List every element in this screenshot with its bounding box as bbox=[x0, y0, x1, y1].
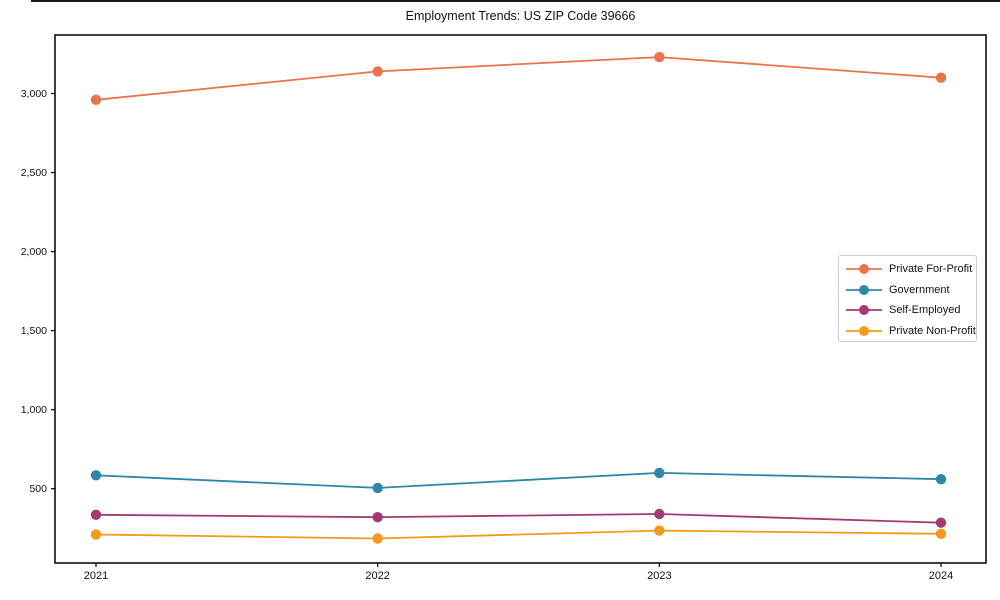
data-point-Government-2022 bbox=[372, 482, 383, 494]
screen-top-edge bbox=[31, 0, 1000, 2]
data-point-Self-Employed-2022 bbox=[372, 512, 383, 523]
y-tick-label: 2,500 bbox=[21, 167, 47, 179]
data-point-Private Non-Profit-2024 bbox=[935, 528, 947, 539]
chart-title: Employment Trends: US ZIP Code 39666 bbox=[405, 9, 636, 23]
data-point-Private For-Profit-2021 bbox=[90, 94, 102, 106]
legend-item-government: Government bbox=[846, 280, 976, 301]
data-point-Government-2021 bbox=[90, 470, 102, 481]
legend-label: Private Non-Profit bbox=[889, 324, 976, 337]
data-point-Self-Employed-2024 bbox=[935, 517, 947, 528]
data-point-Self-Employed-2021 bbox=[90, 509, 102, 520]
x-tick-label: 2023 bbox=[647, 570, 671, 582]
x-tick-label: 2021 bbox=[84, 570, 108, 582]
legend-label: Government bbox=[889, 283, 950, 296]
legend-item-self-employed: Self-Employed bbox=[846, 300, 976, 321]
legend-marker-private-for-profit bbox=[846, 264, 882, 275]
legend-label: Self-Employed bbox=[889, 304, 961, 317]
data-point-Private Non-Profit-2023 bbox=[654, 525, 665, 536]
series-line-Self-Employed bbox=[95, 513, 942, 524]
series-line-Private Non-Profit bbox=[95, 529, 942, 540]
data-point-Private Non-Profit-2022 bbox=[372, 533, 383, 544]
data-point-Private For-Profit-2023 bbox=[654, 51, 665, 63]
y-tick-label: 1,000 bbox=[21, 404, 47, 416]
data-point-Government-2024 bbox=[935, 474, 947, 485]
legend-item-private-non-profit: Private Non-Profit bbox=[846, 321, 976, 342]
legend-label: Private For-Profit bbox=[889, 263, 973, 276]
data-point-Private For-Profit-2022 bbox=[372, 66, 383, 77]
y-tick-label: 500 bbox=[29, 483, 47, 495]
legend-item-private-for-profit: Private For-Profit bbox=[846, 259, 976, 280]
data-point-Private Non-Profit-2021 bbox=[90, 529, 102, 540]
legend-marker-self-employed bbox=[846, 305, 882, 316]
y-tick-label: 1,500 bbox=[21, 325, 47, 337]
x-tick-label: 2024 bbox=[929, 570, 953, 582]
data-point-Government-2023 bbox=[654, 467, 665, 479]
data-point-Self-Employed-2023 bbox=[654, 508, 665, 520]
y-tick-label: 3,000 bbox=[21, 88, 47, 100]
data-point-Private For-Profit-2024 bbox=[935, 72, 947, 83]
legend-marker-government bbox=[846, 284, 882, 295]
legend: Private For-Profit Government Self-Emplo… bbox=[838, 255, 977, 342]
axes-frame bbox=[54, 34, 987, 564]
x-tick-label: 2022 bbox=[365, 570, 389, 582]
series-line-Government bbox=[95, 471, 942, 489]
legend-marker-private-non-profit bbox=[846, 325, 882, 336]
series-line-Private For-Profit bbox=[95, 56, 942, 101]
y-tick-label: 2,000 bbox=[21, 246, 47, 258]
